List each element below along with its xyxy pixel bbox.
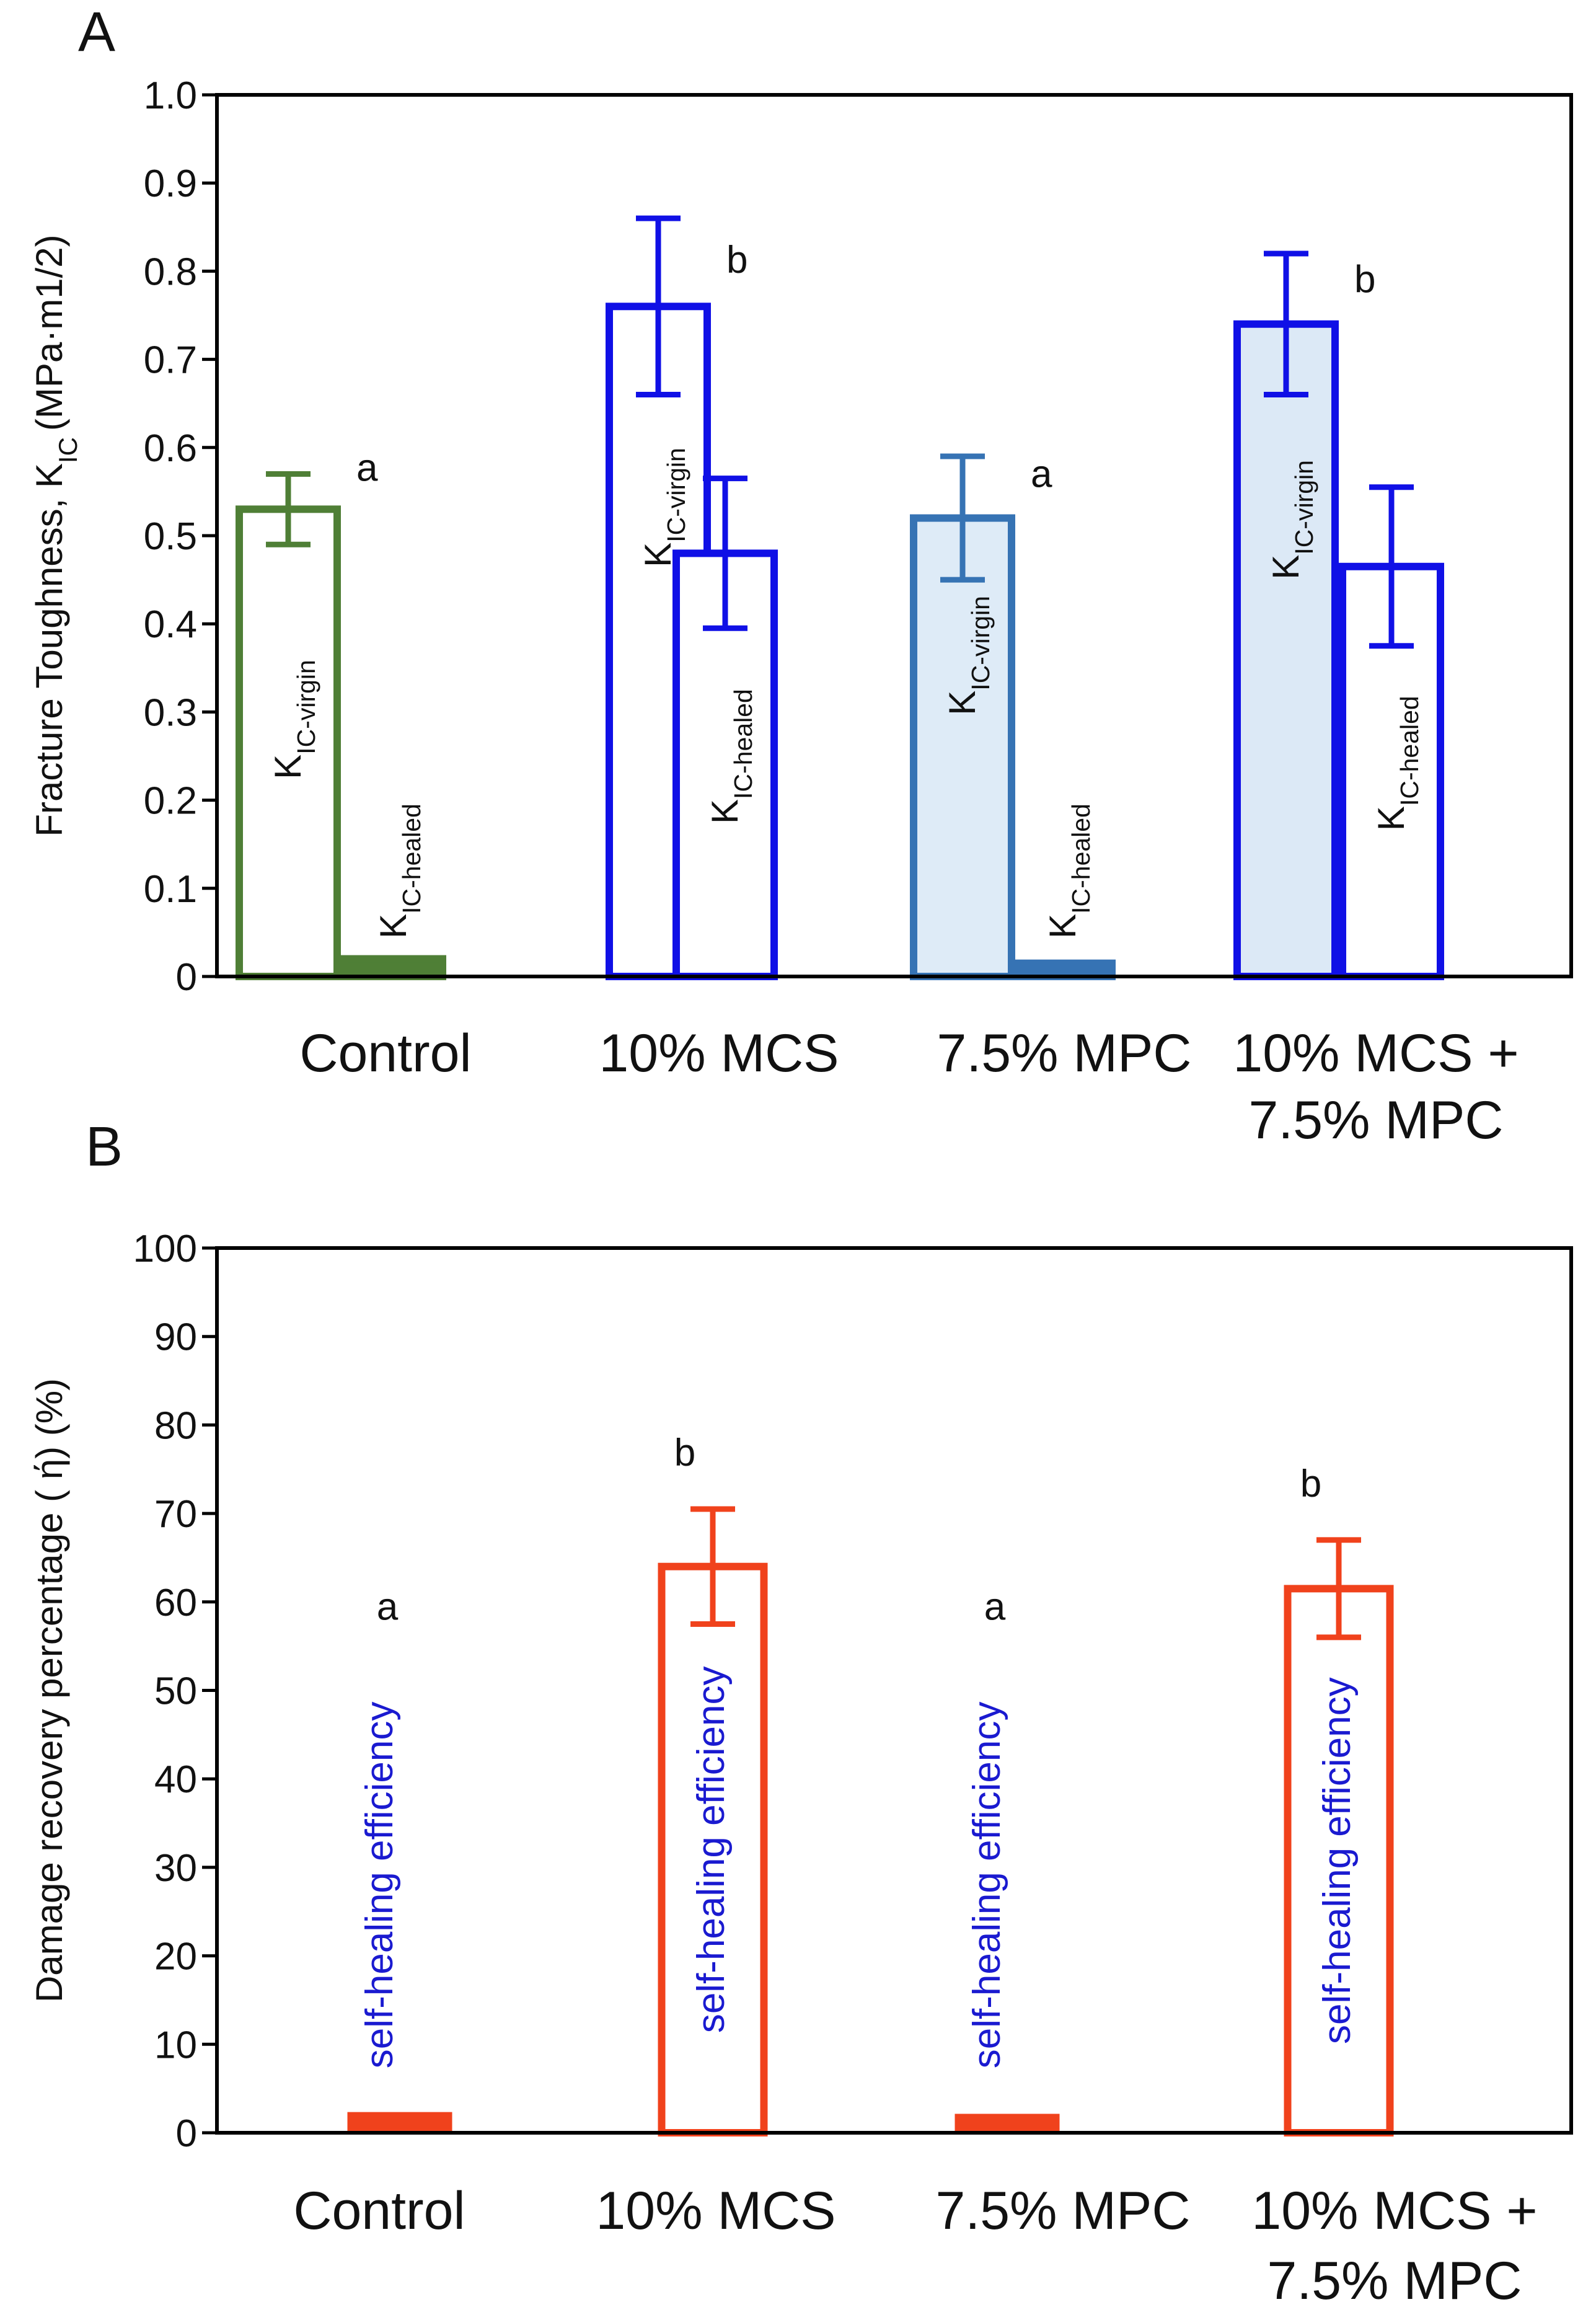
bar-annotation: self-healing efficiency [966,1702,1008,2069]
bar-virgin-label-main: K [637,542,679,567]
bar-virgin-label-subscript: IC-virgin [662,448,690,542]
y-tick-label: 30 [154,1847,197,1890]
bar-virgin-label: KIC-virgin [941,596,995,715]
x-tick-label: 10% MCS [599,1024,839,1083]
significance-letter: a [377,1585,399,1628]
bar-virgin-label-main: K [1265,555,1307,580]
x-tick-label: Control [299,1024,471,1083]
y-tick-label: 0 [176,2112,197,2155]
bar-virgin-label: KIC-virgin [267,660,320,779]
significance-letter: a [356,447,378,490]
bar-healed-label-main: K [1042,914,1083,939]
bar-virgin-label-subscript: IC-virgin [1290,460,1318,555]
bar-healed [1010,959,1116,981]
bar-virgin [236,505,341,980]
y-tick-label: 90 [154,1316,197,1359]
significance-letter: b [1354,258,1375,301]
bar-healed-label-subscript: IC-healed [397,804,426,914]
y-tick-label: 0.1 [144,868,197,911]
x-tick-label-line2: 7.5% MPC [1267,2251,1522,2311]
plot-frame [215,93,1573,978]
significance-letter: b [1300,1463,1321,1505]
x-tick-label: 7.5% MPC [935,2181,1190,2241]
y-tick-label: 0.9 [144,162,197,205]
bar-annotation: self-healing efficiency [690,1667,733,2034]
x-tick-label: Control [293,2181,465,2241]
bar-healed-label-main: K [704,799,746,824]
x-tick-label: 10% MCS + [1251,2181,1537,2241]
x-tick-label-line2: 7.5% MPC [1248,1091,1503,1150]
bar-healed-label: KIC-healed [704,689,757,824]
panel-b: B Damage recovery percentage ( ή) (%) 0 10… [29,1116,1573,2311]
significance-letter: b [726,239,747,281]
y-tick-label: 50 [154,1670,197,1713]
bar-healed-label-main: K [373,914,414,939]
panel-b-plot: Damage recovery percentage ( ή) (%) 0 10 20… [29,1228,1573,2311]
y-tick-label: 0.7 [144,339,197,382]
bar-healed-label: KIC-healed [1370,696,1424,831]
bar-virgin-label: KIC-virgin [637,448,690,567]
bar-virgin-label-subscript: IC-virgin [292,660,320,755]
y-tick-label: 40 [154,1758,197,1801]
y-tick-label: 0 [176,956,197,999]
y-tick-label: 80 [154,1404,197,1447]
x-tick-label: 10% MCS + [1233,1024,1519,1083]
bar-virgin-label-main: K [267,755,309,779]
y-tick-label: 20 [154,1936,197,1978]
panel-a-letter: A [78,1,115,63]
y-tick-label: 100 [133,1228,197,1270]
y-tick-label: 0.5 [144,515,197,558]
bar-virgin-label: KIC-virgin [1265,460,1318,580]
significance-letter: a [1031,453,1052,496]
bar-virgin-label-subscript: IC-virgin [966,596,995,691]
bar-annotation: self-healing efficiency [358,1702,401,2069]
significance-letter: b [674,1432,695,1474]
x-tick-label: 10% MCS [596,2181,835,2241]
y-axis-label-subscript: IC [53,437,82,463]
bar-healed-label-subscript: IC-healed [1395,696,1424,806]
significance-letter: a [984,1585,1006,1628]
plot-frame [215,1246,1573,2135]
y-tick-label: 10 [154,2024,197,2066]
bar-healed [341,955,446,981]
panel-a-plot: Fracture Toughness, KIC (MPa·m1/2) 0 0.1 0.2… [29,74,1573,1150]
y-tick-label: 60 [154,1582,197,1624]
y-tick-label: 0.6 [144,427,197,470]
bar-healed-label: KIC-healed [1042,804,1095,939]
panel-b-letter: B [86,1116,123,1178]
x-tick-label: 7.5% MPC [937,1024,1191,1083]
panel-a: A Fracture Toughness, KIC (MPa·m1/2) 0 0.1 0… [29,1,1573,1150]
bar-virgin [910,514,1015,980]
bar-recovery [347,2112,452,2134]
bar-annotation: self-healing efficiency [1316,1677,1359,2044]
y-tick-label: 0.8 [144,250,197,293]
y-tick-label: 70 [154,1493,197,1536]
y-axis-label: Damage recovery percentage ( ή) (%) [29,1378,70,2003]
y-tick-label: 0.2 [144,780,197,823]
y-axis-label: Fracture Toughness, KIC (MPa·m1/2) [29,234,82,836]
bar-healed-label: KIC-healed [373,804,426,939]
bar-healed-label-subscript: IC-healed [1067,804,1095,914]
bar-recovery [955,2114,1060,2134]
bar-recovery [658,1562,768,2136]
bar-virgin-label-main: K [941,691,983,715]
bar-healed-label-main: K [1370,806,1412,831]
bar-virgin [1233,320,1339,980]
bar-healed-label-subscript: IC-healed [729,689,757,799]
y-tick-label: 0.3 [144,691,197,734]
y-axis-label-main: Fracture Toughness, K [29,463,70,837]
y-tick-label: 0.4 [144,603,197,646]
y-axis-label-unit: (MPa·m1/2) [29,234,70,431]
y-tick-label: 1.0 [144,74,197,117]
